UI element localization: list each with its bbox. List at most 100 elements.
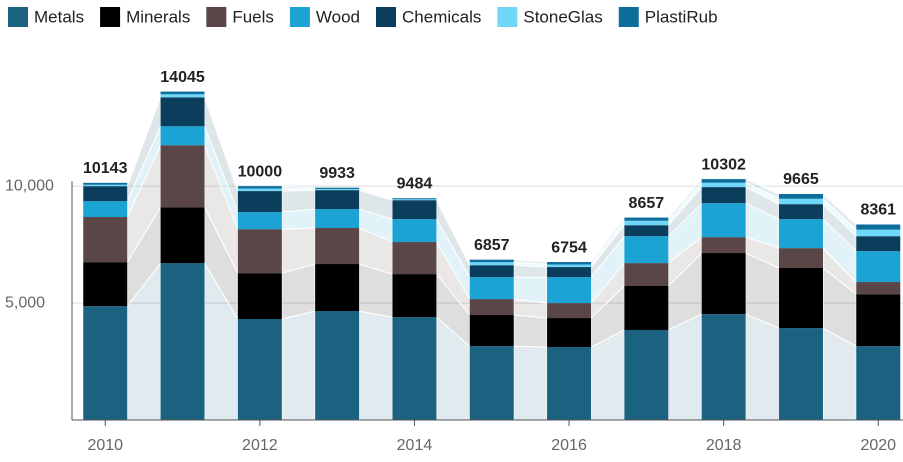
flow-band [513,345,548,421]
bar-segment [160,97,205,127]
bar-segment [547,277,592,304]
bar-segment [469,277,514,300]
bar-segment [547,303,592,319]
bar-segment [778,268,823,329]
flow-band [513,276,548,304]
bar-segment [83,184,128,187]
bar-segment [469,262,514,266]
bar-segment [392,274,437,318]
legend-label: PlastiRub [645,7,718,26]
total-label: 6857 [474,237,510,254]
bar-segment [778,198,823,205]
bar-segment [701,203,746,238]
flow-band [358,310,393,421]
bar-segment [778,204,823,220]
total-label: 9665 [783,171,819,188]
bar-segment [547,264,592,268]
legend-label: Fuels [232,7,274,26]
bar-segment [469,265,514,278]
x-tick-label: 2018 [706,437,742,454]
flow-band [513,314,548,348]
legend-swatch [618,7,639,27]
bar-segment [160,94,205,98]
bar-segment [701,182,746,188]
bar-segment [83,217,128,263]
bar-segment [237,191,282,213]
legend-swatch [100,7,121,27]
bar-segment [547,318,592,348]
bar-segment [856,236,901,252]
bar-segment [856,251,901,283]
legend-swatch [289,7,310,27]
bar-segment [315,188,360,191]
bar-segment [624,329,669,420]
x-tick-label: 2010 [87,437,123,454]
bar-segment [83,262,128,307]
bar-segment [160,263,205,420]
legend-swatch [376,7,397,27]
bar-segment [160,207,205,264]
bar-segment [856,294,901,347]
bar-segment [160,145,205,208]
x-tick-label: 2012 [242,437,278,454]
bar-segment [778,219,823,249]
bar-segment [392,199,437,201]
legend-label: StoneGlas [523,7,602,26]
bar-segment [160,126,205,146]
bar-segment [701,237,746,254]
bar-segment [237,273,282,319]
bar-segment [469,299,514,316]
y-tick-label: 5,000 [5,294,45,311]
legend-label: Wood [316,7,360,26]
bar-segment [624,286,669,330]
flow-band [667,313,703,421]
total-label: 6754 [551,239,587,256]
bar-segment [624,220,669,226]
bar-segment [469,259,514,263]
bar-segment [701,253,746,315]
bar-segment [392,200,437,220]
bar-segment [160,91,205,95]
legend-label: Chemicals [402,7,481,26]
total-label: 10143 [83,160,128,177]
bar-segment [856,224,901,230]
legend-swatch [497,7,518,27]
bar-segment [701,187,746,204]
bar-segment [237,212,282,230]
bar-segment [856,346,901,420]
y-tick-label: 10,000 [5,177,54,194]
bar-segment [624,225,669,237]
bar-segment [392,317,437,420]
x-tick-label: 2014 [397,437,433,454]
total-label: 9484 [397,175,433,192]
bar-segment [83,186,128,202]
bar-segment [315,190,360,210]
bar-segment [315,209,360,229]
legend-swatch [206,7,227,27]
total-label: 9933 [319,165,355,182]
bar-segment [469,346,514,420]
bar-segment [83,201,128,218]
bar-segment [83,182,128,185]
x-tick-label: 2020 [860,437,896,454]
bar-segment [237,318,282,420]
flow-band [281,310,316,421]
bar-segment [701,179,746,183]
bar-segment [778,328,823,420]
legend-label: Minerals [126,7,190,26]
x-tick-label: 2016 [551,437,587,454]
bar-segment [392,198,437,200]
bar-segment [856,282,901,295]
bar-segment [315,264,360,312]
total-label: 8657 [629,195,665,212]
legend-swatch [8,7,28,27]
bar-segment [237,186,282,189]
bar-segment [547,262,592,265]
bar-segment [392,219,437,243]
bar-segment [237,229,282,274]
total-label: 10302 [701,156,746,173]
flow-band [281,189,316,213]
bar-segment [778,193,823,199]
bar-segment [83,306,128,420]
